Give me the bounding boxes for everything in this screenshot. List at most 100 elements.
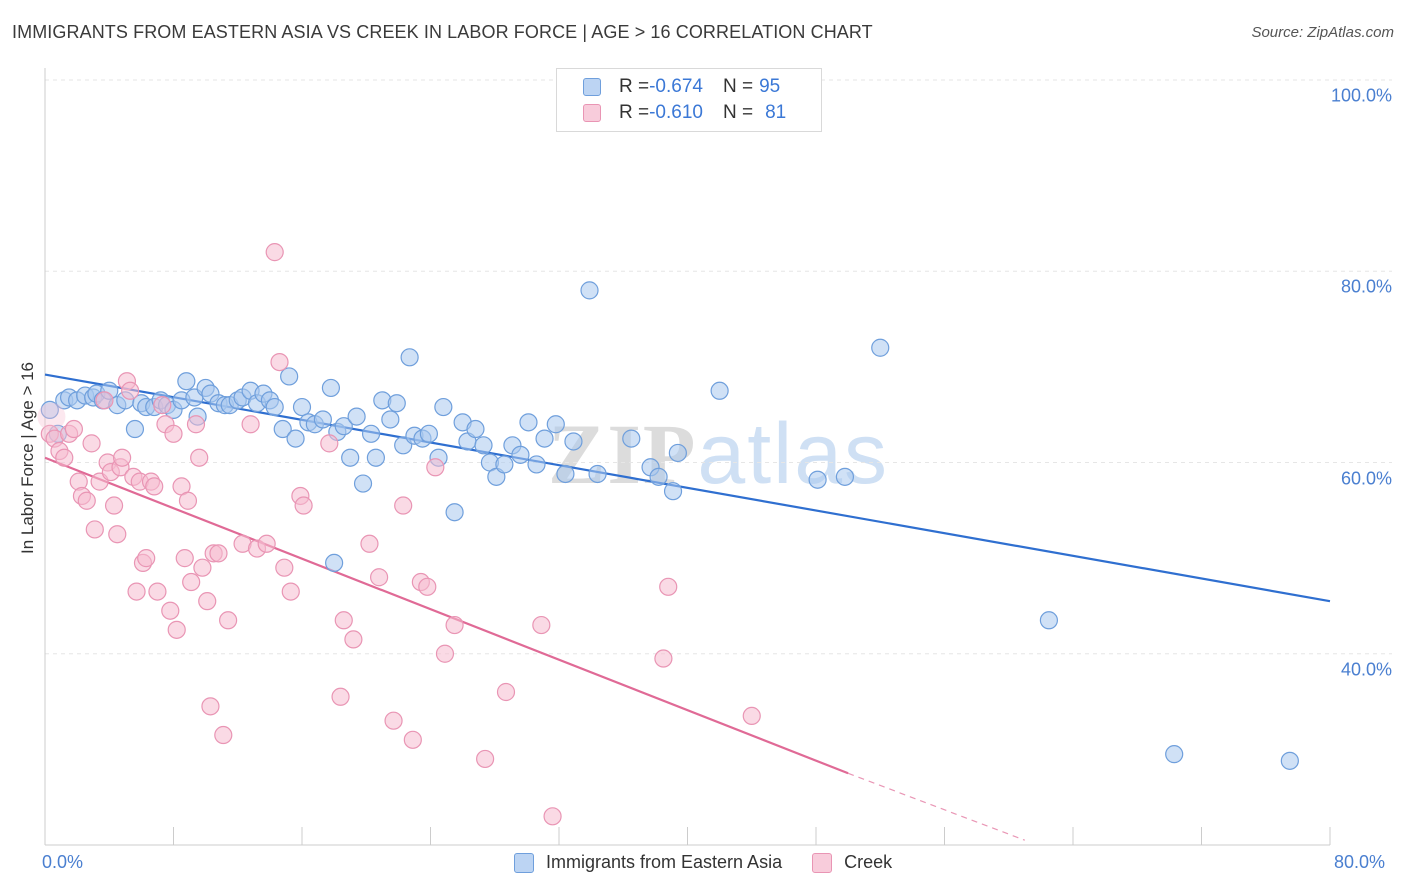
- data-point-eastern-asia: [387, 394, 406, 413]
- data-point-creek: [241, 415, 260, 434]
- data-point-eastern-asia: [556, 464, 575, 484]
- data-point-creek: [178, 491, 198, 510]
- legend-n-label: N =: [722, 76, 754, 97]
- legend-swatch-blue: [514, 852, 534, 873]
- data-point-eastern-asia: [280, 367, 299, 386]
- data-point-creek: [219, 611, 238, 630]
- data-point-creek: [659, 577, 678, 596]
- data-point-eastern-asia: [325, 553, 344, 573]
- x-tick-label-min: 0.0%: [42, 852, 84, 872]
- data-point-creek: [496, 682, 516, 702]
- point-layer: [37, 243, 1299, 826]
- data-point-creek: [95, 391, 114, 410]
- data-point-creek: [161, 601, 180, 620]
- axis-layer: [44, 68, 1331, 846]
- data-point-creek: [121, 381, 140, 400]
- data-point-eastern-asia: [400, 348, 419, 367]
- data-point-creek: [104, 496, 124, 515]
- data-point-eastern-asia: [341, 448, 360, 467]
- data-point-creek: [435, 644, 455, 663]
- data-point-eastern-asia: [434, 397, 453, 417]
- data-point-creek: [476, 749, 495, 769]
- data-point-creek: [127, 582, 146, 601]
- data-point-eastern-asia: [292, 397, 312, 417]
- data-point-eastern-asia: [445, 503, 464, 522]
- data-point-creek: [190, 448, 209, 467]
- trend-layer: [44, 373, 1331, 841]
- data-point-creek: [320, 434, 339, 453]
- data-point-eastern-asia: [381, 410, 400, 429]
- data-point-eastern-asia: [495, 455, 514, 474]
- data-point-creek: [55, 448, 74, 467]
- data-point-eastern-asia: [419, 424, 438, 443]
- data-point-eastern-asia: [125, 419, 145, 439]
- legend-item-creek: Creek: [812, 852, 892, 873]
- data-point-eastern-asia: [366, 448, 385, 467]
- data-point-creek: [82, 434, 101, 453]
- data-point-creek: [137, 549, 156, 568]
- data-point-eastern-asia: [511, 445, 530, 464]
- legend-r-label: R =: [619, 102, 650, 123]
- data-point-creek: [112, 448, 132, 467]
- data-point-creek: [370, 568, 389, 587]
- data-point-creek: [270, 352, 289, 372]
- data-point-creek: [209, 544, 228, 563]
- data-point-creek: [257, 534, 276, 553]
- data-point-creek: [214, 725, 233, 745]
- trend-line-creek: [44, 456, 849, 775]
- data-point-eastern-asia: [321, 378, 341, 398]
- data-point-creek: [275, 558, 294, 577]
- data-point-creek: [281, 582, 300, 601]
- data-point-eastern-asia: [668, 443, 687, 463]
- data-point-creek: [108, 525, 127, 544]
- legend-swatch-blue: [583, 78, 601, 96]
- data-point-eastern-asia: [466, 419, 485, 439]
- data-point-creek: [426, 458, 445, 477]
- y-tick-label: 60.0%: [1340, 468, 1392, 488]
- data-point-creek: [360, 534, 379, 553]
- data-point-creek: [445, 615, 464, 635]
- data-point-eastern-asia: [40, 400, 59, 420]
- legend-r-value: -0.610: [649, 102, 703, 123]
- data-point-eastern-asia: [273, 419, 292, 439]
- trend-line-eastern-asia: [44, 373, 1331, 603]
- data-point-eastern-asia: [1280, 751, 1299, 770]
- series-legend: Immigrants from Eastern Asia Creek: [514, 852, 922, 873]
- y-axis-label: In Labor Force | Age > 16: [18, 361, 37, 555]
- y-tick-label: 40.0%: [1340, 659, 1392, 680]
- x-tick-label-max: 80.0%: [1334, 852, 1386, 872]
- data-point-creek: [64, 419, 84, 439]
- data-point-creek: [654, 649, 673, 668]
- data-point-eastern-asia: [286, 429, 305, 448]
- data-point-eastern-asia: [265, 397, 284, 417]
- data-point-creek: [344, 630, 363, 649]
- data-point-creek: [265, 243, 284, 262]
- data-point-eastern-asia: [808, 470, 827, 489]
- data-point-creek: [167, 620, 186, 639]
- data-point-eastern-asia: [361, 424, 381, 443]
- data-point-eastern-asia: [527, 455, 546, 474]
- data-point-eastern-asia: [835, 467, 855, 486]
- data-point-eastern-asia: [649, 467, 668, 486]
- legend-label-creek: Creek: [844, 852, 893, 872]
- legend-row-pink: R = -0.610 N = 81: [583, 101, 786, 125]
- data-point-eastern-asia: [474, 436, 493, 455]
- data-point-creek: [403, 730, 422, 749]
- data-point-eastern-asia: [177, 372, 196, 391]
- legend-swatch-pink: [812, 852, 833, 873]
- data-point-creek: [77, 491, 96, 510]
- data-point-eastern-asia: [353, 474, 373, 493]
- data-point-creek: [742, 706, 761, 726]
- data-point-eastern-asia: [347, 407, 366, 426]
- data-point-creek: [384, 711, 403, 730]
- data-point-creek: [418, 577, 437, 596]
- data-point-eastern-asia: [564, 432, 583, 451]
- data-point-eastern-asia: [546, 415, 565, 434]
- data-point-eastern-asia: [710, 381, 729, 400]
- data-point-creek: [145, 477, 164, 496]
- y-tick-label: 80.0%: [1340, 276, 1392, 297]
- data-point-creek: [148, 582, 167, 601]
- legend-n-label: N =: [722, 102, 754, 123]
- source-credit: Source: ZipAtlas.com: [1251, 24, 1394, 41]
